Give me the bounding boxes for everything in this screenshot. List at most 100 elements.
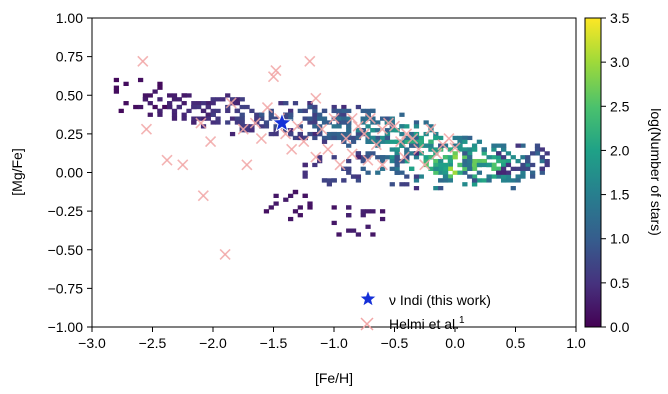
heatmap-cell — [239, 104, 245, 110]
heatmap-cell — [442, 162, 449, 168]
heatmap-cell — [268, 112, 274, 117]
heatmap-cell — [423, 143, 429, 148]
heatmap-cell — [539, 170, 545, 175]
heatmap-cell — [210, 108, 216, 114]
heatmap-cell — [389, 120, 395, 125]
heatmap-cell — [442, 155, 449, 160]
heatmap — [113, 77, 550, 237]
heatmap-cell — [447, 162, 453, 168]
heatmap-cell — [176, 104, 182, 110]
heatmap-cell — [336, 124, 342, 129]
heatmap-cell — [331, 178, 337, 183]
heatmap-cell — [321, 139, 328, 144]
heatmap-cell — [520, 162, 526, 168]
heatmap-cell — [476, 162, 483, 168]
heatmap-cell — [346, 108, 352, 114]
heatmap-cell — [292, 101, 299, 106]
heatmap-cell — [196, 101, 202, 106]
heatmap-cell — [462, 182, 468, 187]
heatmap-cell — [292, 135, 299, 141]
helmi-point — [316, 123, 328, 135]
legend-star-shape — [358, 288, 378, 308]
heatmap-cell — [428, 124, 434, 129]
heatmap-cell — [394, 162, 400, 168]
heatmap-cell — [147, 101, 153, 106]
heatmap-cell — [399, 143, 405, 148]
heatmap-cell — [413, 143, 420, 148]
heatmap-cell — [176, 97, 182, 102]
helmi-point — [161, 154, 173, 166]
heatmap-cell — [312, 116, 318, 121]
heatmap-cell — [360, 166, 366, 171]
heatmap-cell — [254, 112, 260, 117]
heatmap-cell — [312, 108, 318, 114]
heatmap-cell — [447, 155, 453, 160]
heatmap-cell — [428, 143, 434, 148]
heatmap-cell — [409, 143, 415, 148]
heatmap-cell — [467, 155, 473, 160]
heatmap-cell — [433, 162, 439, 168]
heatmap-cell — [288, 108, 294, 114]
helmi-point — [177, 159, 189, 171]
heatmap-cell — [404, 147, 410, 152]
heatmap-cell — [283, 116, 289, 121]
helmi-point — [346, 112, 358, 124]
heatmap-cell — [496, 151, 502, 156]
heatmap-cell — [234, 101, 241, 106]
heatmap-cell — [186, 93, 192, 98]
heatmap-cell — [370, 108, 376, 114]
heatmap-cell — [346, 131, 352, 137]
heatmap-cell — [288, 131, 294, 137]
heatmap-cell — [370, 116, 376, 121]
heatmap-cell — [476, 139, 483, 144]
x-tick-label: −3.0 — [78, 335, 106, 351]
heatmap-cell — [360, 108, 366, 114]
heatmap-cell — [142, 97, 149, 102]
helmi-point — [376, 159, 388, 171]
heatmap-cell — [341, 131, 347, 137]
heatmap-cell — [404, 158, 410, 164]
heatmap-cell — [288, 112, 294, 117]
heatmap-cell — [365, 151, 371, 156]
heatmap-cell — [302, 116, 308, 121]
heatmap-cell — [481, 178, 487, 183]
heatmap-cell — [355, 131, 362, 137]
helmi-point — [140, 123, 153, 135]
colorbar-tick-label: 0.5 — [610, 275, 630, 291]
heatmap-cell — [215, 108, 221, 114]
heatmap-cell — [205, 101, 211, 106]
heatmap-cell — [505, 170, 512, 175]
heatmap-cell — [399, 131, 405, 137]
heatmap-cell — [505, 162, 512, 168]
heatmap-cell — [515, 143, 521, 148]
heatmap-cell — [346, 205, 352, 210]
heatmap-cell — [394, 128, 400, 133]
heatmap-cell — [225, 93, 231, 98]
heatmap-cell — [433, 166, 439, 171]
helmi-point — [137, 55, 149, 67]
heatmap-cell — [462, 139, 468, 144]
heatmap-cell — [317, 155, 323, 160]
heatmap-cell — [433, 135, 439, 141]
heatmap-cell — [394, 139, 400, 144]
heatmap-cell — [273, 201, 279, 206]
heatmap-cell — [525, 162, 531, 168]
heatmap-cell — [515, 178, 521, 183]
heatmap-cell — [404, 155, 410, 160]
heatmap-cell — [312, 135, 318, 141]
heatmap-cell — [399, 170, 405, 175]
heatmap-cell — [375, 139, 381, 144]
heatmap-cell — [268, 205, 274, 210]
heatmap-cell — [360, 116, 366, 121]
heatmap-cell — [384, 135, 391, 141]
heatmap-cell — [360, 158, 366, 164]
heatmap-cell — [210, 101, 216, 106]
heatmap-cell — [462, 166, 468, 171]
heatmap-cell — [442, 178, 449, 183]
y-axis: −1.00 −0.75 −0.50 −0.25 0.00 0.25 0.50 0.75 1.00 — [48, 10, 92, 335]
heatmap-cell — [413, 120, 420, 125]
helmi-point — [225, 97, 237, 109]
nu-indi-point — [271, 111, 293, 133]
heatmap-cell — [200, 101, 207, 106]
heatmap-cell — [370, 135, 376, 141]
